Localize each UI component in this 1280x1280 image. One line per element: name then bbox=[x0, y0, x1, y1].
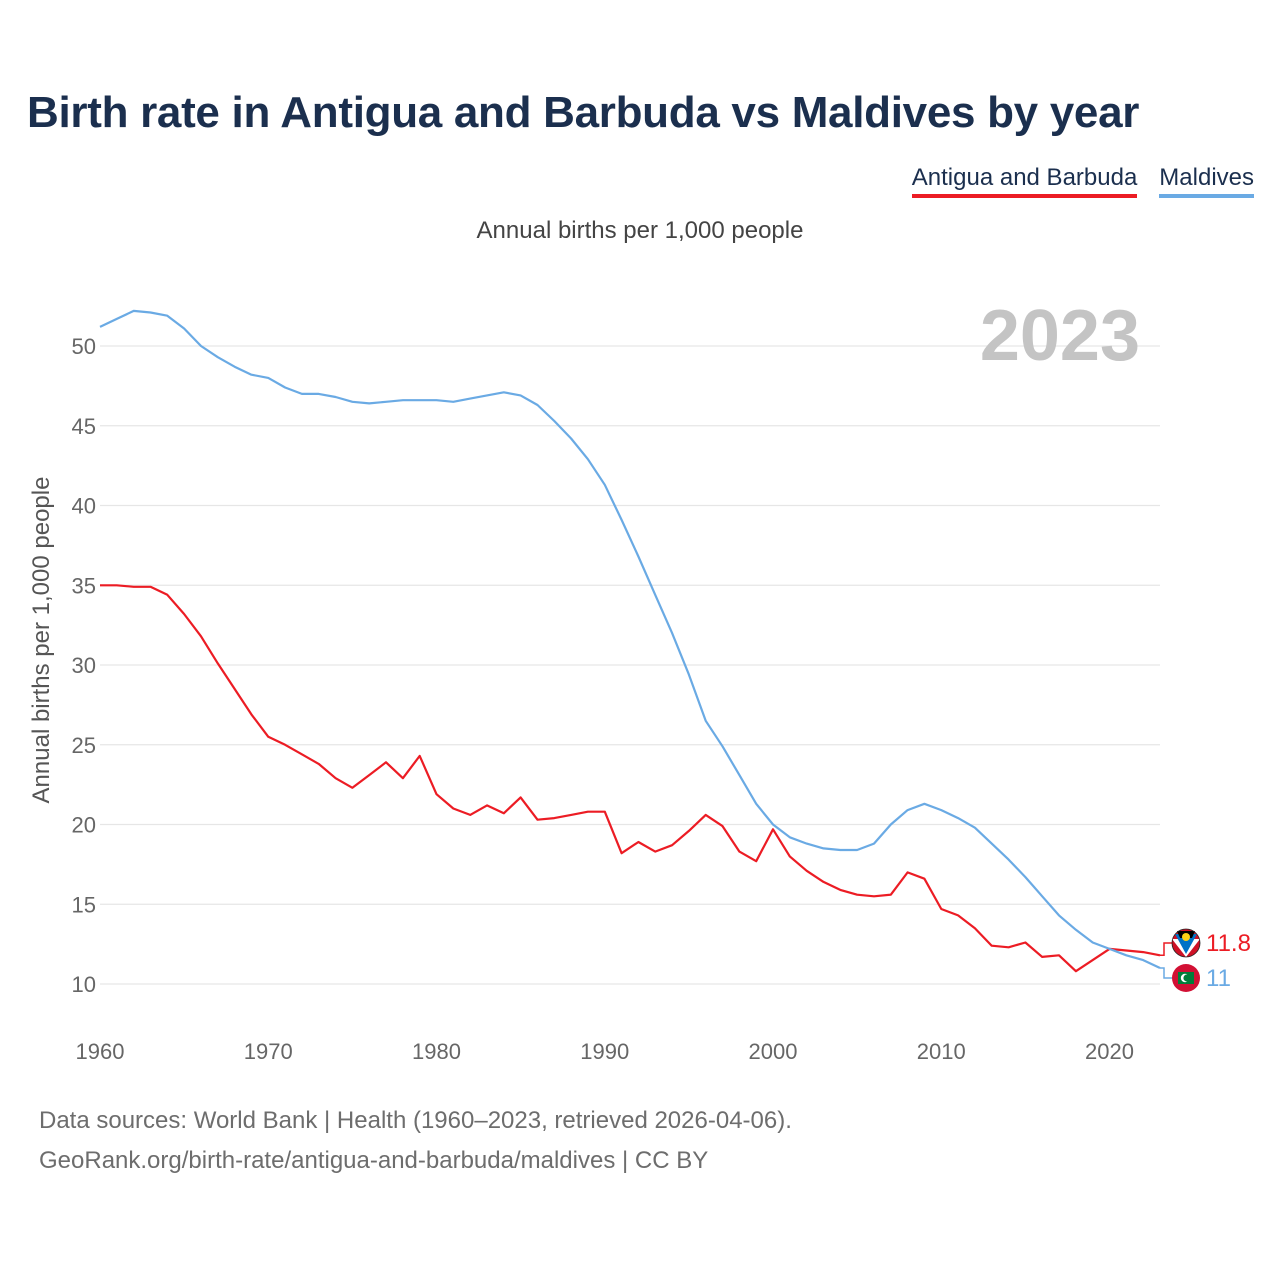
year-overlay: 2023 bbox=[980, 296, 1140, 376]
end-label-maldives: 11 bbox=[1206, 965, 1231, 992]
x-tick-2020: 2020 bbox=[1085, 1039, 1134, 1064]
end-label-antigua-and-barbuda: 11.8 bbox=[1206, 930, 1251, 957]
legend: Antigua and Barbuda Maldives bbox=[911, 164, 1254, 198]
antigua-and-barbuda-flag-icon bbox=[1171, 928, 1201, 958]
x-tick-1960: 1960 bbox=[76, 1039, 125, 1064]
y-tick-10: 10 bbox=[72, 972, 96, 997]
source-line-1: Data sources: World Bank | Health (1960–… bbox=[39, 1107, 792, 1134]
y-tick-15: 15 bbox=[72, 892, 96, 917]
legend-item-antigua-and-barbuda[interactable]: Antigua and Barbuda bbox=[911, 164, 1138, 198]
y-tick-25: 25 bbox=[72, 733, 96, 758]
legend-item-maldives[interactable]: Maldives bbox=[1159, 164, 1254, 198]
line-chart: 10 15 20 25 30 35 40 45 50 1960 1970 1980 1990 2000 2… bbox=[72, 296, 1251, 1064]
y-tick-20: 20 bbox=[72, 813, 96, 838]
y-tick-45: 45 bbox=[72, 414, 96, 439]
end-markers: 11.8 11 bbox=[1160, 928, 1251, 992]
x-tick-1990: 1990 bbox=[580, 1039, 629, 1064]
y-tick-30: 30 bbox=[72, 653, 96, 678]
end-connector-antigua-and-barbuda bbox=[1160, 942, 1172, 957]
chart-title: Birth rate in Antigua and Barbuda vs Mal… bbox=[27, 88, 1140, 137]
maldives-flag-icon bbox=[1172, 964, 1200, 992]
end-connector-maldives bbox=[1160, 967, 1172, 979]
series-line-antigua-and-barbuda bbox=[100, 584, 1161, 973]
source-line-2: GeoRank.org/birth-rate/antigua-and-barbu… bbox=[39, 1147, 709, 1174]
y-tick-35: 35 bbox=[72, 573, 96, 598]
x-tick-2000: 2000 bbox=[749, 1039, 798, 1064]
x-tick-2010: 2010 bbox=[917, 1039, 966, 1064]
x-tick-1980: 1980 bbox=[412, 1039, 461, 1064]
y-axis-ticks: 10 15 20 25 30 35 40 45 50 bbox=[72, 334, 96, 997]
y-tick-50: 50 bbox=[72, 334, 96, 359]
x-axis-ticks: 1960 1970 1980 1990 2000 2010 2020 bbox=[76, 1039, 1134, 1064]
x-tick-1970: 1970 bbox=[244, 1039, 293, 1064]
gridlines bbox=[100, 345, 1160, 985]
series-line-maldives bbox=[99, 309, 1161, 969]
series-lines bbox=[99, 309, 1161, 973]
y-tick-40: 40 bbox=[72, 494, 96, 519]
chart-subtitle: Annual births per 1,000 people bbox=[476, 217, 804, 244]
